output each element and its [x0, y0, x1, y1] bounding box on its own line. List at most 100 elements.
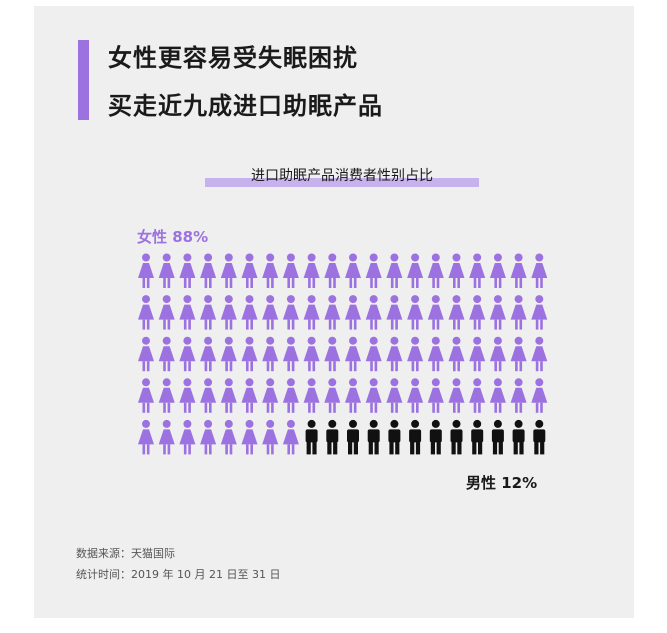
female-person-icon [303, 295, 320, 330]
female-person-icon [448, 378, 465, 413]
title-accent-bar [78, 40, 89, 120]
female-person-icon [324, 253, 341, 288]
female-person-icon [469, 253, 486, 288]
female-person-icon [448, 253, 465, 288]
female-person-icon [262, 295, 279, 330]
female-person-icon [510, 295, 527, 330]
female-person-icon [158, 419, 175, 455]
female-person-icon [158, 336, 175, 372]
female-person-icon [179, 295, 196, 330]
female-person-icon [200, 253, 217, 288]
female-person-icon [407, 295, 424, 330]
female-person-icon [200, 378, 217, 413]
female-person-icon [386, 253, 403, 288]
male-person-icon [450, 419, 463, 455]
chart-title: 进口助眠产品消费者性别占比 [251, 168, 433, 184]
female-person-icon [158, 378, 175, 413]
male-person-icon [305, 419, 318, 455]
female-person-icon [324, 336, 341, 372]
male-person-icon [533, 419, 546, 455]
female-person-icon [220, 378, 237, 413]
female-person-icon [489, 336, 506, 372]
female-person-icon [200, 295, 217, 330]
female-person-icon [531, 378, 548, 413]
female-person-icon [138, 419, 154, 455]
female-person-icon [282, 378, 299, 413]
statistics-period: 统计时间：2019 年 10 月 21 日至 31 日 [76, 568, 281, 581]
female-person-icon [365, 378, 382, 413]
female-person-icon [407, 336, 424, 372]
male-share-label: 男性 12% [466, 474, 538, 492]
female-person-icon [427, 378, 444, 413]
female-person-icon [262, 419, 279, 455]
female-person-icon [324, 295, 341, 330]
female-person-icon [386, 336, 403, 372]
female-person-icon [241, 253, 258, 288]
female-person-icon [510, 378, 527, 413]
male-person-icon [347, 419, 359, 455]
female-person-icon [262, 378, 279, 413]
female-person-icon [138, 336, 154, 372]
female-person-icon [489, 295, 506, 330]
female-person-icon [179, 253, 196, 288]
female-person-icon [220, 295, 237, 330]
female-person-icon [469, 295, 486, 330]
female-person-icon [489, 253, 506, 288]
female-person-icon [365, 295, 382, 330]
female-person-icon [241, 419, 258, 455]
female-person-icon [138, 253, 154, 288]
female-person-icon [386, 378, 403, 413]
female-person-icon [345, 253, 361, 288]
female-person-icon [282, 336, 299, 372]
female-person-icon [262, 253, 279, 288]
female-person-icon [510, 253, 527, 288]
female-person-icon [531, 295, 548, 330]
female-person-icon [282, 419, 299, 455]
title-line-2: 买走近九成进口助眠产品 [108, 92, 383, 120]
data-source: 数据来源：天猫国际 [76, 547, 175, 560]
female-person-icon [179, 336, 196, 372]
female-person-icon [158, 295, 175, 330]
male-person-icon [471, 419, 484, 455]
female-person-icon [345, 378, 361, 413]
female-person-icon [427, 253, 444, 288]
female-person-icon [282, 295, 299, 330]
female-person-icon [386, 295, 403, 330]
female-person-icon [200, 336, 217, 372]
male-person-icon [429, 419, 442, 455]
male-person-icon [491, 419, 504, 455]
female-person-icon [220, 336, 237, 372]
female-person-icon [469, 336, 486, 372]
chart-title-highlight [205, 178, 479, 187]
male-person-icon [409, 419, 422, 455]
female-person-icon [407, 253, 424, 288]
female-person-icon [407, 378, 424, 413]
female-person-icon [365, 336, 382, 372]
female-person-icon [241, 336, 258, 372]
female-person-icon [448, 336, 465, 372]
female-person-icon [489, 378, 506, 413]
female-person-icon [158, 253, 175, 288]
female-person-icon [200, 419, 217, 455]
male-person-icon [367, 419, 380, 455]
female-person-icon [448, 295, 465, 330]
female-share-label: 女性 88% [137, 228, 209, 246]
female-person-icon [303, 336, 320, 372]
female-person-icon [138, 295, 154, 330]
female-person-icon [241, 378, 258, 413]
female-person-icon [531, 253, 548, 288]
female-person-icon [179, 419, 196, 455]
female-person-icon [179, 378, 196, 413]
male-person-icon [388, 419, 401, 455]
female-person-icon [324, 378, 341, 413]
female-person-icon [220, 253, 237, 288]
female-person-icon [138, 378, 154, 413]
male-person-icon [512, 419, 525, 455]
female-person-icon [303, 378, 320, 413]
female-person-icon [345, 336, 361, 372]
female-person-icon [427, 336, 444, 372]
female-person-icon [510, 336, 527, 372]
female-person-icon [262, 336, 279, 372]
female-person-icon [345, 295, 361, 330]
